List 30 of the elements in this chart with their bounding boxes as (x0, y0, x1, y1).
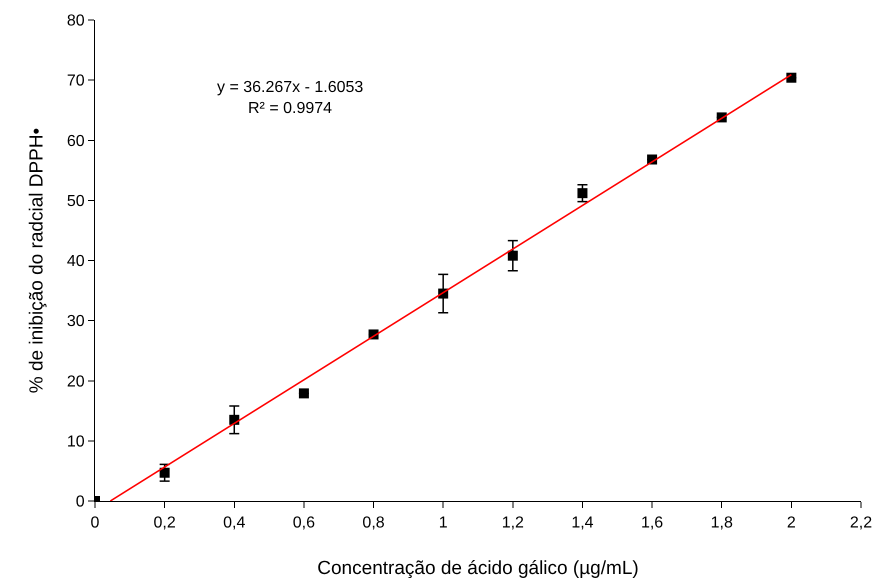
x-tick-label: 1,8 (710, 514, 733, 532)
x-tick-label: 1 (438, 514, 448, 532)
x-tick-label: 0,8 (362, 514, 385, 532)
y-tick-label: 50 (66, 192, 85, 210)
x-tick-label: 1,2 (502, 514, 524, 532)
y-tick-label: 30 (66, 313, 85, 330)
y-tick-label: 40 (66, 253, 85, 270)
x-tick-label: 0,6 (292, 514, 316, 532)
point (508, 250, 518, 261)
x-tick-label: 2 (786, 514, 796, 532)
x-tick-label: 1,6 (640, 514, 664, 532)
y-tick-label: 10 (66, 433, 85, 450)
x-tick-label: 0,2 (154, 514, 176, 532)
x-axis-title: Concentração de ácido gálico (µg/mL) (317, 558, 639, 580)
point (577, 188, 588, 198)
y-tick-label: 20 (66, 373, 85, 390)
point (786, 72, 796, 83)
annotation: R² = 0.9974 (248, 100, 332, 117)
x-tick-label: 0 (90, 514, 100, 532)
y-tick-label: 60 (66, 132, 85, 150)
y-axis-title: % de inibição do radcial DPPH• (26, 128, 48, 394)
x-tick-label: 1,4 (571, 514, 594, 532)
x-tick-label: 0,4 (223, 514, 246, 532)
y-tick-label: 0 (76, 494, 85, 511)
point (298, 388, 309, 398)
point (160, 468, 170, 478)
y-tick-label: 70 (66, 72, 85, 90)
x-tick-label: 2,2 (850, 514, 872, 532)
y-tick-label: 80 (66, 12, 85, 30)
annotation: y = 36.267x - 1.6053 (217, 79, 364, 96)
